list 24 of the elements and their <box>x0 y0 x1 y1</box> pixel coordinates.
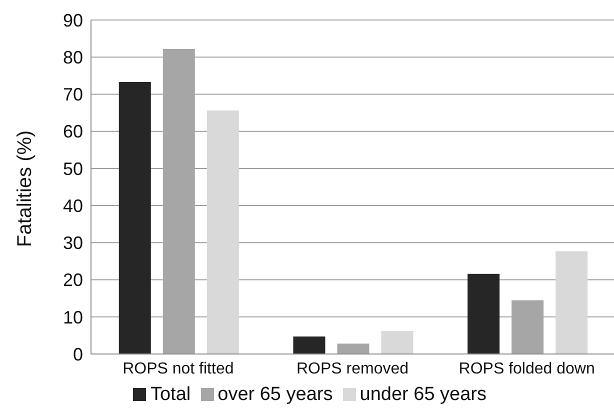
y-tick-label: 20 <box>62 270 83 290</box>
bar <box>293 336 326 354</box>
bar <box>337 344 370 354</box>
x-tick-label: ROPS not fitted <box>122 360 234 378</box>
y-tick-label: 80 <box>62 48 83 68</box>
y-tick-label: 60 <box>62 122 83 142</box>
bar <box>556 251 588 354</box>
bar <box>206 110 239 354</box>
legend-label: under 65 years <box>360 384 486 405</box>
y-tick-label: 90 <box>62 10 83 30</box>
legend-label: over 65 years <box>218 384 333 405</box>
y-tick-label: 50 <box>62 158 83 179</box>
y-axis-title: Fatalities (%) <box>14 130 36 247</box>
y-tick-label: 40 <box>62 196 83 216</box>
x-tick-label: ROPS folded down <box>458 360 595 378</box>
bar <box>381 330 414 354</box>
y-tick-label: 70 <box>62 84 83 105</box>
y-tick-label: 0 <box>72 344 83 364</box>
bar <box>468 274 500 354</box>
bar <box>118 82 151 354</box>
legend-label: Total <box>150 384 191 405</box>
y-tick-label: 30 <box>62 233 83 254</box>
x-tick-label: ROPS removed <box>296 360 409 378</box>
y-tick-label: 10 <box>62 307 83 328</box>
